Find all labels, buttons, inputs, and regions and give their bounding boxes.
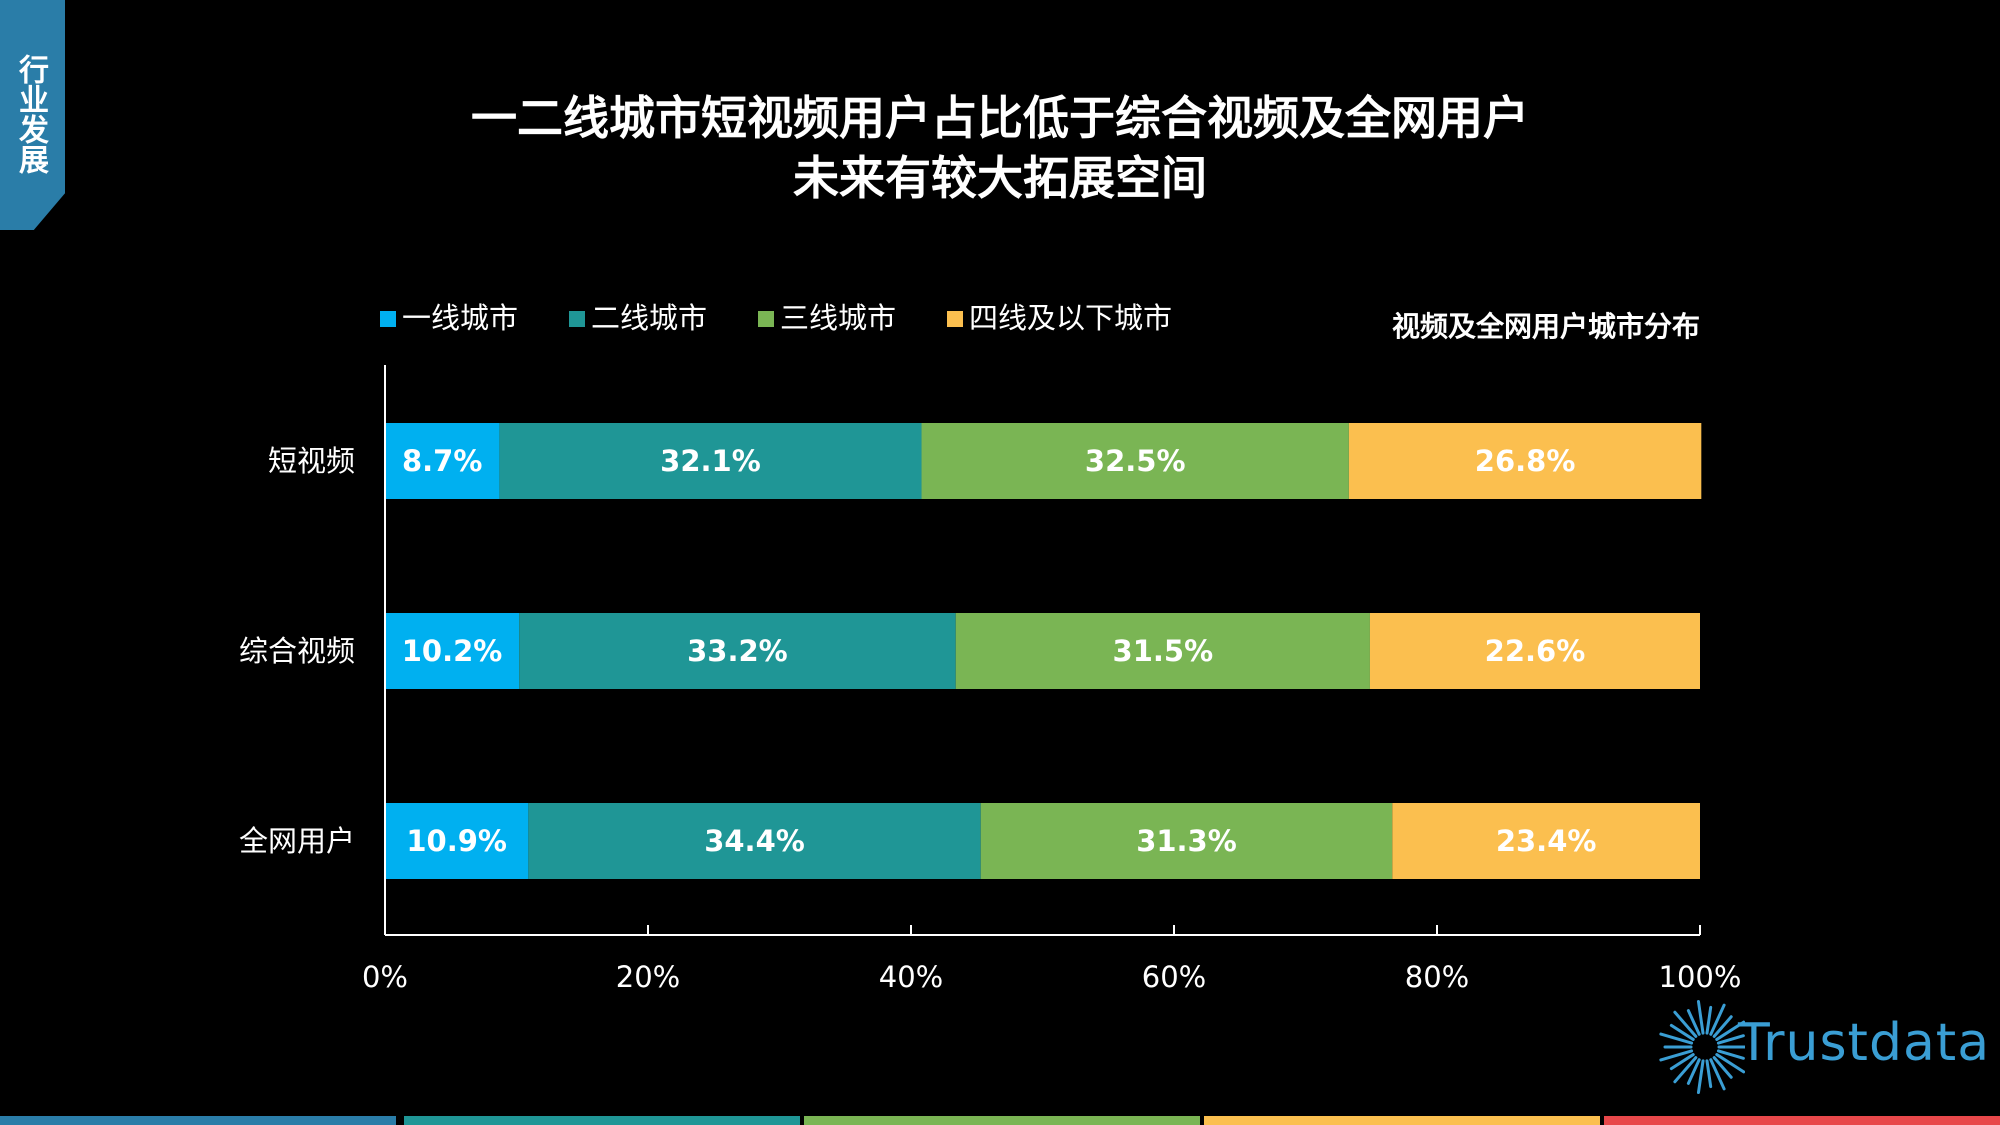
- category-label: 全网用户: [239, 824, 355, 858]
- logo-text: Trustdata: [1738, 1013, 1991, 1073]
- logo-ray: [1673, 1056, 1698, 1084]
- x-tick-label: 20%: [616, 960, 680, 994]
- data-label: 10.9%: [406, 824, 507, 858]
- trustdata-logo: Trustdata: [1655, 995, 1989, 1095]
- category-label: 综合视频: [239, 634, 355, 668]
- data-label: 26.8%: [1475, 444, 1576, 478]
- data-label: 31.5%: [1113, 634, 1214, 668]
- data-label: 31.3%: [1136, 824, 1237, 858]
- logo-ray: [1669, 1023, 1695, 1041]
- footer-stripe: [1204, 1116, 1600, 1125]
- bar-segment: [385, 613, 520, 689]
- sunburst-logo-icon: [1659, 999, 1753, 1095]
- logo-ray: [1686, 1009, 1701, 1036]
- data-label: 8.7%: [402, 444, 482, 478]
- logo-ray: [1715, 1053, 1746, 1074]
- legend-swatch: [569, 311, 585, 327]
- data-label: 23.4%: [1496, 824, 1597, 858]
- data-label: 10.2%: [402, 634, 503, 668]
- section-tab-label: 行业发展: [13, 54, 48, 174]
- footer-stripe: [1604, 1116, 2000, 1125]
- logo-ray: [1709, 1003, 1726, 1036]
- page-title: 一二线城市短视频用户占比低于综合视频及全网用户 未来有较大拓展空间: [250, 88, 1750, 208]
- logo-ray: [1712, 1056, 1733, 1079]
- logo-ray: [1673, 1010, 1698, 1038]
- legend-swatch: [947, 311, 963, 327]
- logo-ray: [1709, 1058, 1726, 1091]
- logo-ray: [1696, 1059, 1705, 1095]
- bar-segment: [955, 613, 1370, 689]
- bar-segment: [499, 423, 922, 499]
- logo-ray: [1716, 1034, 1745, 1045]
- bar-segment: [1369, 613, 1700, 689]
- logo-ray: [1686, 1058, 1701, 1085]
- legend-swatch: [380, 311, 396, 327]
- logo-ray: [1715, 1020, 1746, 1041]
- bar-segment: [921, 423, 1349, 499]
- footer-stripe: [404, 1116, 800, 1125]
- data-label: 32.1%: [660, 444, 761, 478]
- legend-label: 四线及以下城市: [969, 301, 1172, 335]
- logo-ray: [1705, 1005, 1713, 1035]
- logo-ray: [1716, 1049, 1745, 1060]
- logo-ray: [1712, 1015, 1733, 1038]
- bar-segment: [528, 803, 981, 879]
- logo-ray: [1659, 1049, 1694, 1062]
- bar-segment: [519, 613, 956, 689]
- data-label: 22.6%: [1485, 634, 1586, 668]
- chart-title: 视频及全网用户城市分布: [1391, 310, 1700, 343]
- bar-segment: [1348, 423, 1702, 499]
- x-tick-label: 40%: [879, 960, 943, 994]
- bar-segment: [385, 423, 500, 499]
- logo-ray: [1669, 1053, 1695, 1071]
- x-tick-label: 80%: [1405, 960, 1469, 994]
- bar-segment: [385, 803, 529, 879]
- legend-swatch: [758, 311, 774, 327]
- footer-stripe: [0, 1116, 396, 1125]
- page-title-line1: 一二线城市短视频用户占比低于综合视频及全网用户: [471, 91, 1529, 145]
- legend-label: 三线城市: [780, 301, 896, 335]
- data-label: 33.2%: [687, 634, 788, 668]
- logo-ray: [1696, 999, 1705, 1035]
- data-label: 34.4%: [704, 824, 805, 858]
- section-tab: 行业发展: [0, 0, 65, 230]
- footer-stripe: [804, 1116, 1200, 1125]
- page-title-line2: 未来有较大拓展空间: [793, 151, 1207, 205]
- category-label: 短视频: [268, 444, 355, 478]
- x-tick-label: 60%: [1142, 960, 1206, 994]
- x-tick-label: 100%: [1659, 960, 1742, 994]
- data-label: 32.5%: [1085, 444, 1186, 478]
- bar-segment: [980, 803, 1393, 879]
- legend-label: 一线城市: [402, 301, 518, 335]
- x-tick-label: 0%: [362, 960, 408, 994]
- logo-ray: [1659, 1032, 1694, 1045]
- logo-ray: [1705, 1059, 1713, 1089]
- bar-segment: [1392, 803, 1700, 879]
- legend-label: 二线城市: [591, 301, 707, 335]
